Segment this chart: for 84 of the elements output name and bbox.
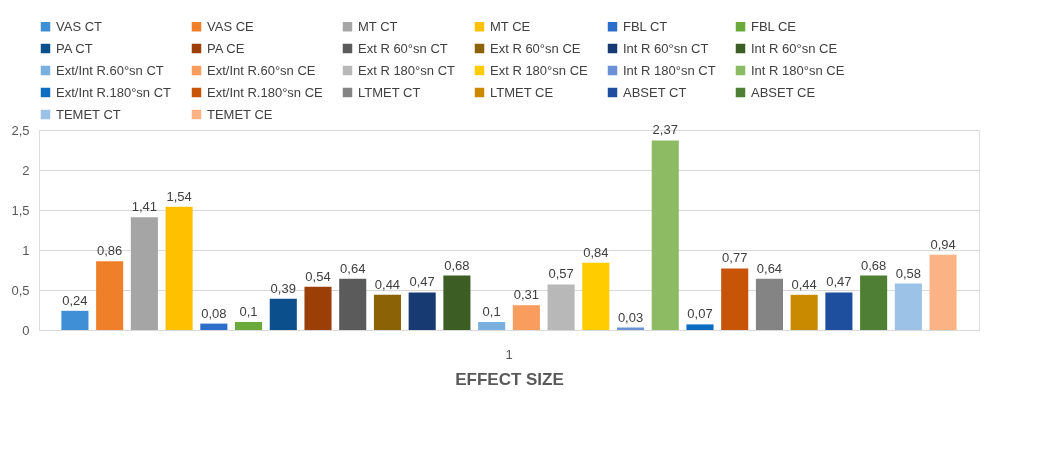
bar [235,322,263,330]
bar [269,298,297,330]
bar [304,286,332,330]
bar [582,262,610,330]
legend-label: Ext R 60°sn CE [490,40,581,56]
bar [512,305,540,330]
bar [651,140,679,330]
legend-label: FBL CE [751,18,797,34]
legend-label: MT CT [358,18,398,34]
data-label: 0,64 [756,260,783,276]
legend-label: FBL CT [623,18,668,34]
data-label: 0,77 [722,250,748,266]
data-label: 0,94 [930,236,956,252]
y-tick-label: 0,5 [11,282,30,298]
data-label: 0,39 [270,280,296,296]
data-label: 0,84 [583,244,609,260]
bar [929,254,957,330]
y-tick-label: 2 [22,162,30,178]
bar [478,322,506,330]
data-label: 0,68 [860,257,887,273]
bar [373,294,401,330]
data-label: 0,31 [513,287,540,303]
data-label: 0,57 [548,266,574,282]
y-tick-label: 2,5 [11,122,30,138]
bar [61,310,89,330]
bar [547,284,575,330]
data-label: 0,03 [617,309,644,325]
bar [790,294,818,330]
bar [200,323,228,330]
bar [686,324,714,330]
bar [721,268,749,330]
legend-label: VAS CE [207,18,255,34]
data-label: 0,86 [96,243,123,259]
legend-label: Int R 60°sn CE [751,40,838,56]
x-axis-title: EFFECT SIZE [455,369,564,389]
legend-label: ABSET CE [751,84,816,100]
data-label: 0,47 [826,274,852,290]
data-label: 1,41 [131,199,158,215]
data-label: 0,1 [482,304,501,319]
data-label: 0,47 [409,274,435,290]
bar [894,283,922,330]
data-label: 0,58 [895,265,922,281]
bar [165,206,193,330]
bar [755,278,783,330]
legend-label: PA CT [56,40,93,56]
bar [825,292,853,330]
bar [339,278,367,330]
bar [96,261,124,330]
legend-label: Int R 180°sn CT [623,62,716,78]
bar [860,275,888,330]
y-tick-label: 1 [22,242,30,258]
legend-label: MT CE [490,18,531,34]
data-label: 0,07 [687,306,713,322]
data-label: 1,54 [166,188,192,204]
legend-label: Ext/Int R.60°sn CE [207,62,316,78]
data-label: 2,37 [652,122,678,138]
data-label: 0,64 [340,260,366,276]
data-label: 0,08 [201,305,227,321]
legend-label: Ext R 180°sn CE [490,62,589,78]
bar [443,275,471,330]
bar [130,217,158,330]
legend-label: Ext R 180°sn CT [358,62,456,78]
data-label: 0,24 [62,292,88,308]
data-label: 0,1 [239,304,258,319]
legend-label: LTMET CT [358,84,421,100]
y-tick-label: 0 [22,322,30,338]
bar [408,292,436,330]
data-label: 0,44 [791,276,817,292]
legend-label: ABSET CT [623,84,687,100]
legend-label: LTMET CE [490,84,554,100]
data-label: 0,54 [305,268,331,284]
y-tick-label: 1,5 [11,202,30,218]
legend-label: Ext/Int R.180°sn CE [207,84,324,100]
legend-label: Ext/Int R.180°sn CT [56,84,172,100]
data-label: 0,44 [374,276,401,292]
legend-label: TEMET CE [207,106,273,122]
legend-label: Int R 60°sn CT [623,40,709,56]
legend-label: Ext R 60°sn CT [358,40,448,56]
data-label: 0,68 [444,257,470,273]
legend-label: Ext/Int R.60°sn CT [56,62,164,78]
legend-label: VAS CT [56,18,103,34]
legend-label: TEMET CT [56,106,121,122]
legend-label: Int R 180°sn CE [751,62,845,78]
legend-label: PA CE [207,40,245,56]
